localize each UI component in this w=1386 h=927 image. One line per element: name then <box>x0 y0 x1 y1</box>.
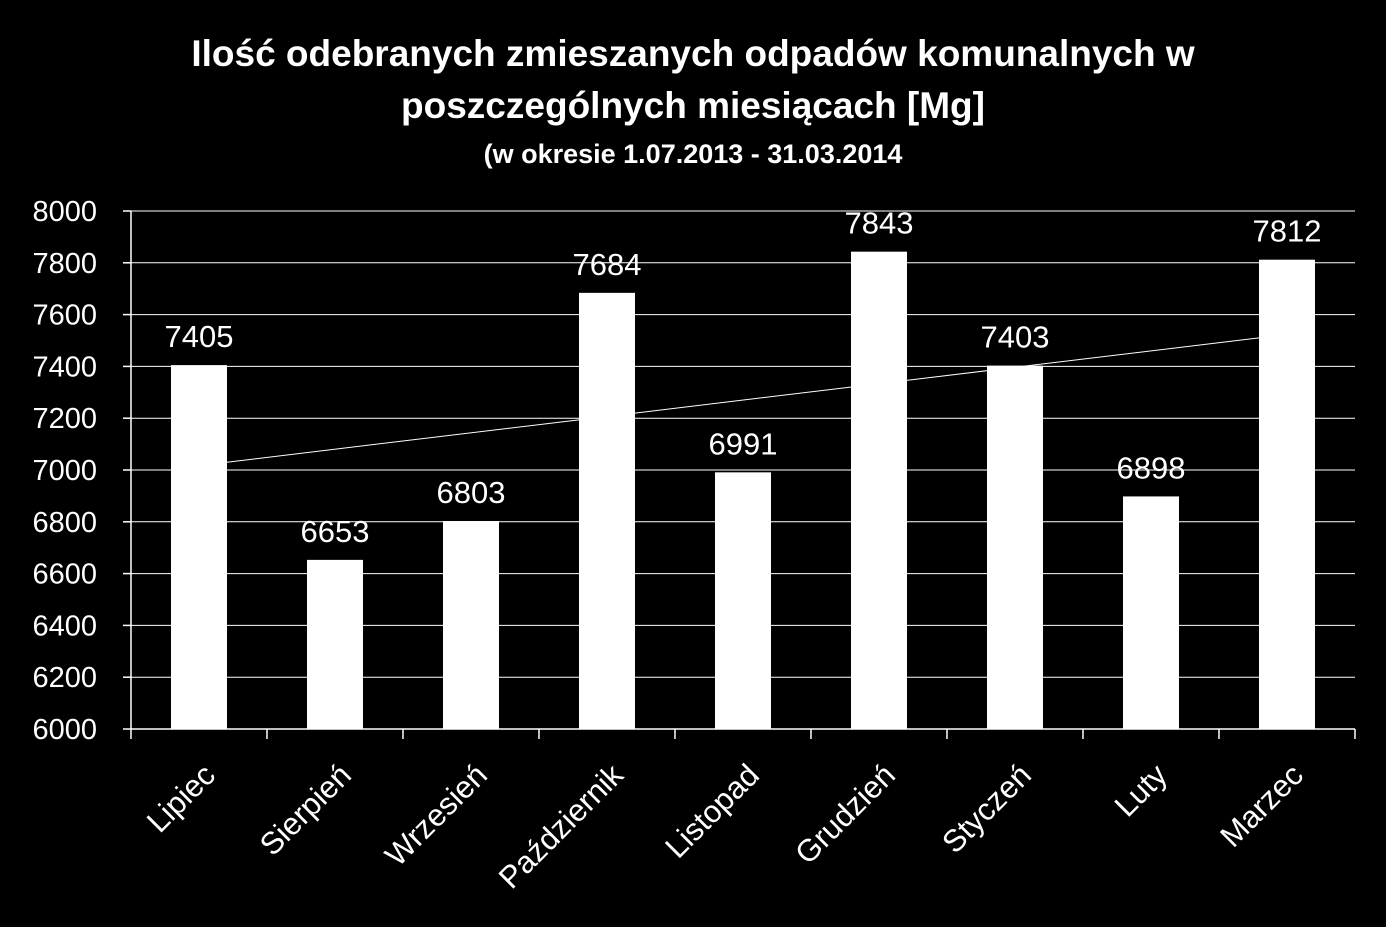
y-tick-label-6000: 6000 <box>32 714 97 746</box>
data-label-Listopad: 6991 <box>709 426 778 461</box>
y-tick-label-7400: 7400 <box>32 351 97 383</box>
bar-Wrzesień <box>443 521 499 729</box>
y-tick-label-8000: 8000 <box>32 196 97 228</box>
trendline <box>226 337 1260 463</box>
axes <box>123 210 1356 739</box>
y-tick-label-7800: 7800 <box>32 248 97 280</box>
y-tick-label-6800: 6800 <box>32 507 97 539</box>
chart-subtitle: (w okresie 1.07.2013 - 31.03.2014 <box>483 139 903 169</box>
data-label-Sierpień: 6653 <box>301 514 370 549</box>
bar-Październik <box>579 292 635 729</box>
y-tick-label-7200: 7200 <box>32 403 97 435</box>
bar-Styczeń <box>987 365 1043 729</box>
trendline-line <box>226 337 1260 463</box>
chart-title: Ilość odebranych zmieszanych odpadów kom… <box>0 28 1386 174</box>
y-tick-label-7000: 7000 <box>32 455 97 487</box>
chart-title-line-2: poszczególnych miesiącach [Mg] <box>401 85 985 126</box>
category-label-Wrzesień: Wrzesień <box>378 757 494 873</box>
data-label-Lipiec: 7405 <box>165 319 234 354</box>
y-axis-ticks: 6000 6200 6400 6600 6800 7000 7200 7400 7600 7800… <box>32 196 97 746</box>
bar-Luty <box>1123 496 1179 729</box>
chart-title-line-1: Ilość odebranych zmieszanych odpadów kom… <box>191 33 1195 74</box>
data-label-Grudzień: 7843 <box>845 206 914 241</box>
bar-Lipiec <box>171 365 227 729</box>
data-label-Wrzesień: 6803 <box>437 475 506 510</box>
bars <box>171 251 1315 729</box>
category-label-Marzec: Marzec <box>1213 757 1310 854</box>
category-label-Listopad: Listopad <box>658 757 766 865</box>
data-labels: 7405 6653 6803 7684 6991 7843 7403 6898 7812 <box>165 206 1322 549</box>
data-label-Październik: 7684 <box>573 247 642 282</box>
y-tick-label-7600: 7600 <box>32 300 97 332</box>
y-tick-label-6400: 6400 <box>32 610 97 642</box>
category-label-Grudzień: Grudzień <box>788 757 902 871</box>
data-label-Styczeń: 7403 <box>981 320 1050 355</box>
data-label-Luty: 6898 <box>1117 450 1186 485</box>
category-label-Październik: Październik <box>492 757 630 895</box>
bar-Marzec <box>1259 259 1315 729</box>
category-label-Lipiec: Lipiec <box>140 757 222 839</box>
y-tick-label-6200: 6200 <box>32 662 97 694</box>
bar-Grudzień <box>851 251 907 729</box>
category-label-Sierpień: Sierpień <box>253 757 358 862</box>
data-label-Marzec: 7812 <box>1253 214 1322 249</box>
bar-Sierpień <box>307 559 363 729</box>
bar-Listopad <box>715 472 771 729</box>
category-label-Styczeń: Styczeń <box>935 757 1038 860</box>
category-label-Luty: Luty <box>1108 757 1175 824</box>
y-tick-label-6600: 6600 <box>32 559 97 591</box>
